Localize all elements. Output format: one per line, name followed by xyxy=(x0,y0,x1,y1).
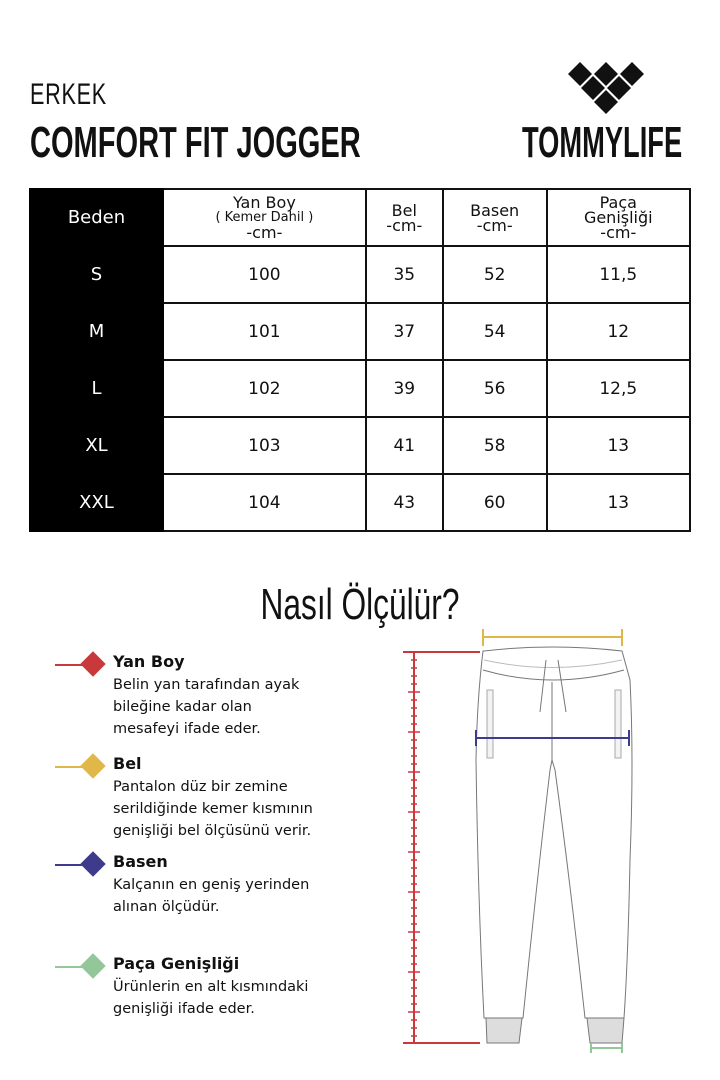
size-table: Beden Yan Boy( Kemer Dahil ) -cm- Bel -cm-… xyxy=(29,188,692,532)
value-cell: 102 xyxy=(162,359,367,418)
value-cell: 12 xyxy=(545,302,692,361)
paca-measure-line xyxy=(590,1043,623,1053)
value-cell: 104 xyxy=(162,473,367,532)
table-row: L 102 39 56 12,5 xyxy=(29,359,692,418)
pants-outline xyxy=(475,646,633,1044)
value-cell: 35 xyxy=(364,245,444,304)
value-cell: 101 xyxy=(162,302,367,361)
value-cell: 103 xyxy=(162,416,367,475)
value-cell: 60 xyxy=(441,473,548,532)
table-row: XL 103 41 58 13 xyxy=(29,416,692,475)
how-to-measure-title: Nasıl Ölçülür? xyxy=(260,580,460,629)
header-paca: Paça Genişliği -cm- xyxy=(545,188,692,247)
value-cell: 58 xyxy=(441,416,548,475)
header-bel: Bel -cm- xyxy=(364,188,444,247)
bel-measure-line xyxy=(482,629,623,646)
table-row: XXL 104 43 60 13 xyxy=(29,473,692,532)
value-cell: 37 xyxy=(364,302,444,361)
value-cell: 11,5 xyxy=(545,245,692,304)
size-cell: M xyxy=(29,302,164,361)
brand-logo-icon xyxy=(568,62,644,114)
value-cell: 54 xyxy=(441,302,548,361)
table-row: S 100 35 52 11,5 xyxy=(29,245,692,304)
size-cell: XL xyxy=(29,416,164,475)
value-cell: 52 xyxy=(441,245,548,304)
header-beden: Beden xyxy=(29,188,164,247)
value-cell: 56 xyxy=(441,359,548,418)
size-cell: S xyxy=(29,245,164,304)
value-cell: 13 xyxy=(545,416,692,475)
brand-name: TOMMYLIFE xyxy=(522,118,683,167)
value-cell: 39 xyxy=(364,359,444,418)
gender-label: ERKEK xyxy=(30,78,107,111)
product-title: COMFORT FIT JOGGER xyxy=(30,118,361,167)
value-cell: 43 xyxy=(364,473,444,532)
value-cell: 12,5 xyxy=(545,359,692,418)
legend-line xyxy=(55,664,91,666)
legend-line xyxy=(55,966,91,968)
size-cell: L xyxy=(29,359,164,418)
header-yan-boy: Yan Boy( Kemer Dahil ) -cm- xyxy=(162,188,367,247)
value-cell: 13 xyxy=(545,473,692,532)
header-basen: Basen -cm- xyxy=(441,188,548,247)
legend-line xyxy=(55,864,91,866)
yan-boy-measure-line xyxy=(403,651,480,1044)
basen-measure-line xyxy=(475,730,630,746)
value-cell: 41 xyxy=(364,416,444,475)
table-header-row: Beden Yan Boy( Kemer Dahil ) -cm- Bel -cm-… xyxy=(29,188,692,247)
value-cell: 100 xyxy=(162,245,367,304)
size-cell: XXL xyxy=(29,473,164,532)
table-row: M 101 37 54 12 xyxy=(29,302,692,361)
legend-line xyxy=(55,766,91,768)
